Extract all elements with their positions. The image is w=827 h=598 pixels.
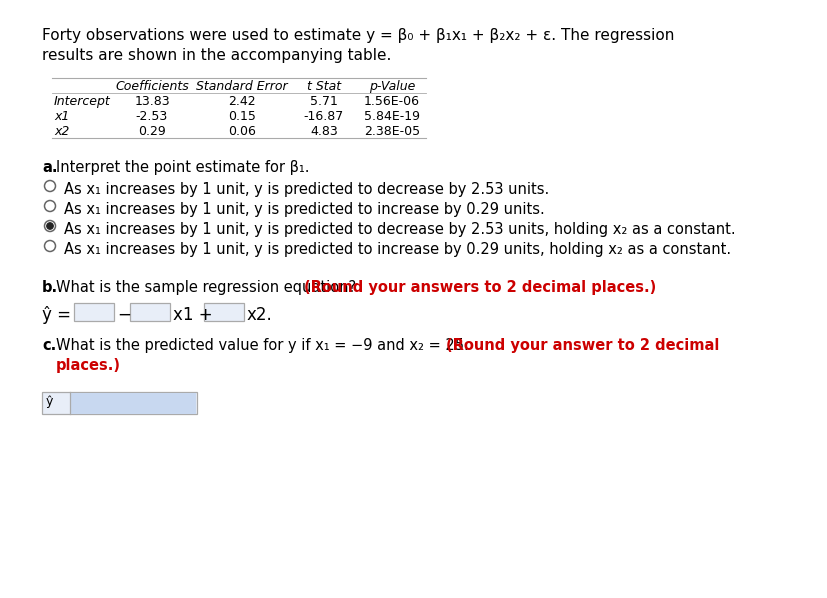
Text: (Round your answers to 2 decimal places.): (Round your answers to 2 decimal places.…	[304, 280, 656, 295]
Text: Coefficients: Coefficients	[115, 80, 189, 93]
Text: Intercept: Intercept	[54, 95, 111, 108]
Text: 2.42: 2.42	[228, 95, 256, 108]
Text: p-Value: p-Value	[368, 80, 414, 93]
FancyBboxPatch shape	[74, 303, 114, 321]
Text: -2.53: -2.53	[136, 110, 168, 123]
Text: −: −	[117, 306, 131, 324]
Text: As x₁ increases by 1 unit, y is predicted to increase by 0.29 units, holding x₂ : As x₁ increases by 1 unit, y is predicte…	[64, 242, 730, 257]
Text: t Stat: t Stat	[307, 80, 341, 93]
FancyBboxPatch shape	[203, 303, 244, 321]
Text: What is the predicted value for y if x₁ = −9 and x₂ = 25.: What is the predicted value for y if x₁ …	[56, 338, 473, 353]
Text: 4.83: 4.83	[310, 125, 337, 138]
Text: Standard Error: Standard Error	[196, 80, 288, 93]
Text: results are shown in the accompanying table.: results are shown in the accompanying ta…	[42, 48, 391, 63]
Text: 0.06: 0.06	[227, 125, 256, 138]
Text: x1: x1	[54, 110, 69, 123]
Text: What is the sample regression equation? (Round your answers to 2 decimal places.: What is the sample regression equation? …	[56, 280, 673, 295]
Text: x2.: x2.	[246, 306, 272, 324]
Text: (Round your answer to 2 decimal: (Round your answer to 2 decimal	[446, 338, 719, 353]
FancyBboxPatch shape	[130, 303, 170, 321]
Text: x1 +: x1 +	[173, 306, 213, 324]
Text: 2.38E-05: 2.38E-05	[364, 125, 419, 138]
Text: ŷ =: ŷ =	[42, 306, 76, 324]
Text: 13.83: 13.83	[134, 95, 170, 108]
FancyBboxPatch shape	[70, 392, 196, 413]
Text: -16.87: -16.87	[304, 110, 344, 123]
Text: a.: a.	[42, 160, 57, 175]
Text: 5.84E-19: 5.84E-19	[364, 110, 419, 123]
Text: x2: x2	[54, 125, 69, 138]
Text: As x₁ increases by 1 unit, y is predicted to decrease by 2.53 units.: As x₁ increases by 1 unit, y is predicte…	[64, 182, 548, 197]
Text: 5.71: 5.71	[309, 95, 337, 108]
Text: Interpret the point estimate for β₁.: Interpret the point estimate for β₁.	[56, 160, 309, 175]
Text: ŷ: ŷ	[46, 395, 53, 408]
Text: As x₁ increases by 1 unit, y is predicted to increase by 0.29 units.: As x₁ increases by 1 unit, y is predicte…	[64, 202, 544, 217]
Text: 0.29: 0.29	[138, 125, 165, 138]
Text: b.: b.	[42, 280, 58, 295]
Text: What is the sample regression equation?: What is the sample regression equation?	[56, 280, 361, 295]
Text: 0.15: 0.15	[227, 110, 256, 123]
Text: As x₁ increases by 1 unit, y is predicted to decrease by 2.53 units, holding x₂ : As x₁ increases by 1 unit, y is predicte…	[64, 222, 734, 237]
Text: 1.56E-06: 1.56E-06	[364, 95, 419, 108]
Circle shape	[47, 223, 53, 229]
Text: places.): places.)	[56, 358, 121, 373]
Text: c.: c.	[42, 338, 56, 353]
FancyBboxPatch shape	[42, 392, 197, 414]
Text: Forty observations were used to estimate y = β₀ + β₁x₁ + β₂x₂ + ε. The regressio: Forty observations were used to estimate…	[42, 28, 673, 43]
